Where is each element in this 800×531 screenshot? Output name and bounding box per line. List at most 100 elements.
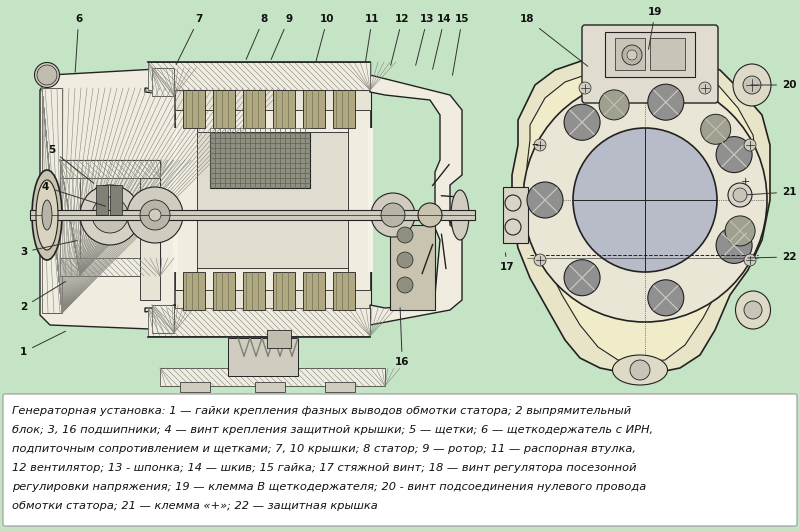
Ellipse shape xyxy=(32,170,62,260)
Bar xyxy=(60,160,80,275)
Bar xyxy=(210,128,310,188)
Bar xyxy=(96,185,108,215)
Circle shape xyxy=(744,139,756,151)
Text: 12 вентилятор; 13 - шпонка; 14 — шкив; 15 гайка; 17 стяжной винт; 18 — винт регу: 12 вентилятор; 13 - шпонка; 14 — шкив; 1… xyxy=(12,463,637,473)
Polygon shape xyxy=(370,75,462,325)
Bar xyxy=(503,187,528,243)
Circle shape xyxy=(534,254,546,266)
Text: 17: 17 xyxy=(500,253,514,272)
Bar xyxy=(213,272,235,310)
Circle shape xyxy=(622,45,642,65)
Text: Генераторная установка: 1 — гайки крепления фазных выводов обмотки статора; 2 вы: Генераторная установка: 1 — гайки крепле… xyxy=(12,406,631,416)
Circle shape xyxy=(630,360,650,380)
Text: подпиточным сопротивлением и щетками; 7, 10 крышки; 8 статор; 9 — ротор; 11 — ра: подпиточным сопротивлением и щетками; 7,… xyxy=(12,444,636,454)
Bar xyxy=(30,210,475,220)
Bar xyxy=(273,90,295,128)
Circle shape xyxy=(523,78,767,322)
Bar xyxy=(348,110,370,290)
Bar xyxy=(390,225,435,310)
Circle shape xyxy=(397,252,413,268)
Circle shape xyxy=(527,182,563,218)
Circle shape xyxy=(699,82,711,94)
Text: 12: 12 xyxy=(390,14,410,65)
Bar xyxy=(160,368,385,386)
Bar xyxy=(110,185,122,215)
Bar xyxy=(243,272,265,310)
Text: 6: 6 xyxy=(75,14,82,72)
Text: 20: 20 xyxy=(750,80,797,90)
Circle shape xyxy=(564,260,600,296)
Text: блок; 3, 16 подшипники; 4 — винт крепления защитной крышки; 5 — щетки; 6 — щетко: блок; 3, 16 подшипники; 4 — винт креплен… xyxy=(12,425,653,435)
Circle shape xyxy=(534,139,546,151)
Text: 11: 11 xyxy=(365,14,379,62)
Text: регулировки напряжения; 19 — клемма В щеткодержателя; 20 - винт подсоединения ну: регулировки напряжения; 19 — клемма В ще… xyxy=(12,482,646,492)
Polygon shape xyxy=(512,52,770,375)
Bar xyxy=(197,132,347,270)
Bar xyxy=(273,272,295,310)
Bar xyxy=(175,268,350,290)
Circle shape xyxy=(127,187,183,243)
Circle shape xyxy=(716,227,752,263)
Bar xyxy=(615,38,645,70)
Text: 9: 9 xyxy=(271,14,292,59)
Bar xyxy=(148,308,370,336)
Bar xyxy=(605,32,695,77)
Text: 21: 21 xyxy=(746,187,797,197)
Text: 19: 19 xyxy=(648,7,662,49)
Circle shape xyxy=(80,185,140,245)
Circle shape xyxy=(418,203,442,227)
Text: 5: 5 xyxy=(48,145,94,183)
Bar xyxy=(173,128,178,272)
Circle shape xyxy=(648,280,684,316)
Bar xyxy=(267,330,291,348)
Text: 15: 15 xyxy=(453,14,470,75)
Bar xyxy=(368,128,373,272)
Text: –: – xyxy=(531,139,538,153)
Bar xyxy=(8,5,486,392)
Ellipse shape xyxy=(733,64,771,106)
Circle shape xyxy=(599,90,629,120)
Bar xyxy=(255,382,285,392)
Bar xyxy=(175,110,350,132)
FancyBboxPatch shape xyxy=(582,25,718,103)
Bar xyxy=(60,160,160,275)
Bar xyxy=(183,272,205,310)
Text: 3: 3 xyxy=(20,241,78,257)
Text: 2: 2 xyxy=(20,281,66,312)
Bar xyxy=(303,272,325,310)
Bar xyxy=(243,90,265,128)
Circle shape xyxy=(744,254,756,266)
Polygon shape xyxy=(40,68,175,330)
Circle shape xyxy=(397,227,413,243)
Circle shape xyxy=(371,193,415,237)
Bar xyxy=(333,272,355,310)
Bar xyxy=(60,160,160,178)
Text: 4: 4 xyxy=(42,182,106,206)
Circle shape xyxy=(701,114,730,144)
Ellipse shape xyxy=(451,190,469,240)
Circle shape xyxy=(725,216,755,246)
Polygon shape xyxy=(527,65,757,362)
Text: 22: 22 xyxy=(748,252,797,262)
Circle shape xyxy=(37,65,57,85)
Bar xyxy=(303,90,325,128)
Text: 7: 7 xyxy=(176,14,202,64)
Circle shape xyxy=(564,104,600,140)
Circle shape xyxy=(140,200,170,230)
Circle shape xyxy=(648,84,684,120)
Circle shape xyxy=(397,277,413,293)
Ellipse shape xyxy=(34,63,59,88)
Bar xyxy=(152,68,174,96)
Bar xyxy=(152,305,174,333)
Ellipse shape xyxy=(735,291,770,329)
Circle shape xyxy=(733,188,747,202)
Circle shape xyxy=(728,183,752,207)
Bar xyxy=(325,382,355,392)
Bar xyxy=(228,338,298,376)
Text: обмотки статора; 21 — клемма «+»; 22 — защитная крышка: обмотки статора; 21 — клемма «+»; 22 — з… xyxy=(12,501,378,511)
Bar xyxy=(333,90,355,128)
Bar xyxy=(140,178,160,300)
Circle shape xyxy=(743,76,761,94)
Circle shape xyxy=(579,82,591,94)
Circle shape xyxy=(744,301,762,319)
